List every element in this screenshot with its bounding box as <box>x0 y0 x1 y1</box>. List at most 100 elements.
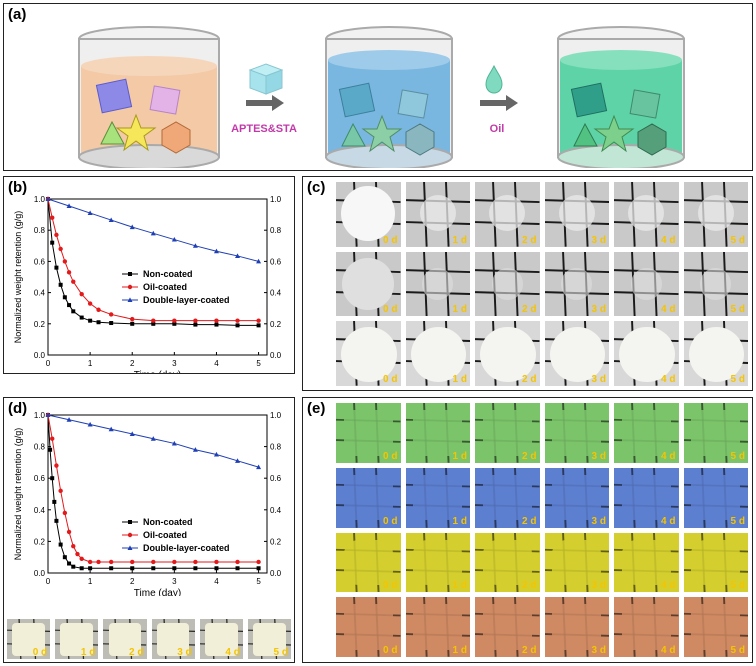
day-label: 5 d <box>730 234 745 246</box>
data-point <box>193 318 198 323</box>
sample-photo: 4 d <box>613 466 680 529</box>
data-point <box>45 412 51 417</box>
sample-photo: 1 d <box>404 320 471 387</box>
sample <box>700 268 732 300</box>
sample <box>482 410 532 456</box>
data-point <box>66 270 72 275</box>
data-point <box>62 295 67 300</box>
day-label: 0 d <box>383 234 398 246</box>
sample <box>253 623 286 656</box>
sample <box>410 326 467 383</box>
coating-cube-icon <box>248 63 284 95</box>
sample-photo: 2 d <box>474 466 541 529</box>
data-point <box>193 322 198 327</box>
x-tick-label: 0 <box>46 359 51 368</box>
data-point <box>235 323 240 328</box>
sample <box>621 410 671 456</box>
y2-tick-label: 0.4 <box>270 289 282 298</box>
day-label: 3 d <box>591 450 606 462</box>
day-label: 2 d <box>522 373 537 385</box>
y-axis-label: Normalized weight retention (g/g) <box>13 428 23 561</box>
sample <box>12 623 45 656</box>
x-tick-label: 1 <box>88 359 93 368</box>
legend-marker <box>128 272 132 276</box>
data-point <box>58 246 63 252</box>
sample <box>413 410 463 456</box>
sample-photo: 4 d <box>613 320 680 387</box>
y2-tick-label: 0.8 <box>270 443 282 452</box>
sample-photo: 2 d <box>474 181 541 248</box>
series-line <box>47 198 259 326</box>
y-tick-label: 0.4 <box>34 506 46 515</box>
data-point <box>193 559 198 565</box>
data-point <box>54 518 59 523</box>
data-point <box>52 499 57 504</box>
day-label: 3 d <box>591 580 606 592</box>
sample <box>156 623 190 656</box>
data-point <box>67 561 72 566</box>
sample-photo: 3 d <box>543 466 610 529</box>
data-point <box>58 542 63 547</box>
arrow-1-icon <box>246 95 284 111</box>
sample-photo: 1 d <box>404 596 471 658</box>
sample-photo: 3 d <box>543 320 610 387</box>
y-tick-label: 0.6 <box>34 257 46 266</box>
y-tick-label: 0.6 <box>34 474 46 483</box>
data-point <box>88 318 93 323</box>
data-point <box>130 316 135 322</box>
sample <box>343 604 393 650</box>
sample-photo: 2 d <box>474 402 541 464</box>
day-label: 0 d <box>383 645 398 656</box>
sample <box>552 604 602 650</box>
sample-photo: 4 d <box>613 531 680 594</box>
data-point <box>171 440 177 446</box>
data-point <box>130 321 135 326</box>
step2-label: Oil <box>490 123 505 135</box>
data-point <box>71 543 76 549</box>
sample <box>341 326 397 383</box>
x-tick-label: 3 <box>172 359 177 368</box>
sample <box>691 410 741 456</box>
data-point <box>256 258 262 264</box>
photo-grid-c: 0 d 1 d 2 d 3 d 4 d 5 d 0 d 1 d 2 d 3 d 4 d 5 d 0 d 1… <box>335 181 749 387</box>
sample <box>621 604 671 650</box>
sample-photo: 3 d <box>543 402 610 464</box>
data-point <box>235 458 241 463</box>
sample <box>60 623 94 656</box>
sample-photo: 2 d <box>474 531 541 594</box>
panel-d-label: (d) <box>8 400 28 417</box>
day-label: 0 d <box>383 304 398 316</box>
data-point <box>256 559 261 565</box>
beaker-1 <box>78 26 220 168</box>
data-point <box>214 559 219 565</box>
y2-tick-label: 0.6 <box>270 257 282 266</box>
sample-photo: 5 d <box>682 181 749 248</box>
sample-photo: 0 d <box>6 618 52 660</box>
day-label: 3 d <box>591 234 606 246</box>
data-point <box>62 510 68 516</box>
sample <box>621 474 671 521</box>
sample <box>691 604 741 650</box>
legend-label: Oil-coated <box>143 282 187 292</box>
day-label: 1 d <box>452 580 467 592</box>
data-point <box>54 463 59 468</box>
chart-d: 0 1 2 3 4 5 0.0 0.0 0.2 0.2 0.4 0.4 0.6 0.6 0.8 0.8 1.0 1… <box>13 411 282 596</box>
day-label: 2 d <box>129 647 144 658</box>
chart-b: 0 1 2 3 4 5 0.0 0.0 0.2 0.2 0.4 0.4 0.6 0.6 0.8 0.8 1.0 1… <box>13 195 282 373</box>
data-point <box>129 224 135 230</box>
sample-photo: 2 d <box>102 618 148 660</box>
data-point <box>256 464 262 470</box>
data-point <box>214 322 219 327</box>
data-point <box>50 240 55 245</box>
day-label: 5 d <box>730 304 745 316</box>
legend-label: Oil-coated <box>143 530 187 540</box>
y2-tick-label: 0.0 <box>270 351 282 360</box>
sample <box>482 604 532 650</box>
sample-photo: 0 d <box>335 250 402 318</box>
data-point <box>87 421 93 427</box>
sample <box>552 539 602 586</box>
day-label: 4 d <box>661 304 676 316</box>
sample-photo: 0 d <box>335 320 402 387</box>
sample <box>108 623 142 656</box>
day-label: 5 d <box>730 450 745 462</box>
